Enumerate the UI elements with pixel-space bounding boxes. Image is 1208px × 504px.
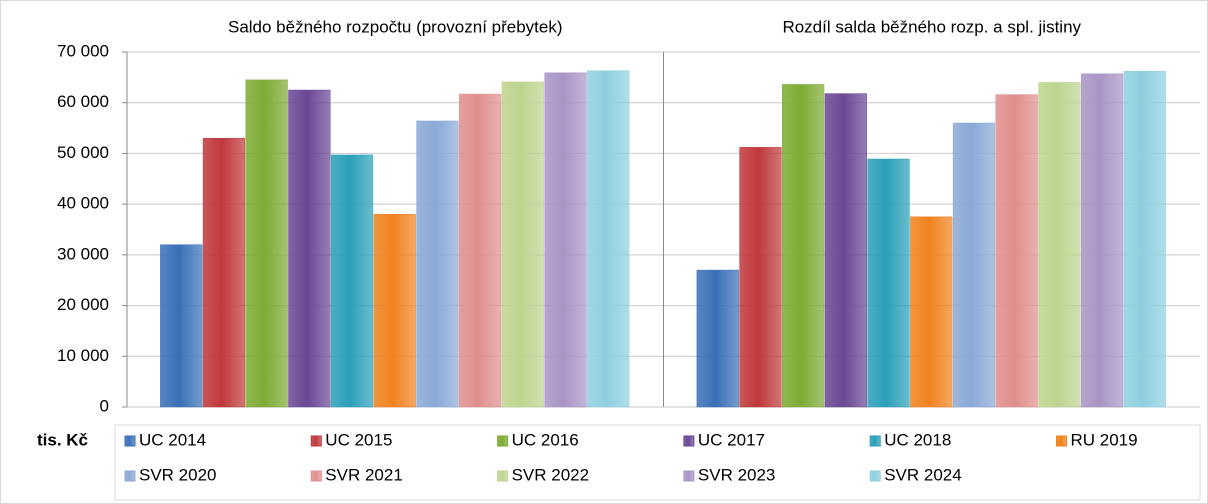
bar <box>288 89 331 408</box>
legend-label: UC 2015 <box>325 430 392 449</box>
y-tick-label: 50 000 <box>57 143 109 162</box>
legend-label: SVR 2022 <box>512 465 589 484</box>
legend-swatch <box>124 435 136 447</box>
bar <box>587 70 630 408</box>
y-tick-label: 0 <box>100 396 109 415</box>
bar <box>416 120 459 408</box>
bar <box>824 93 867 408</box>
legend-swatch <box>869 470 881 482</box>
bar <box>867 158 910 408</box>
legend-label: SVR 2020 <box>139 465 217 484</box>
y-tick-label: 70 000 <box>57 41 109 60</box>
bar <box>330 154 374 408</box>
y-tick-label: 60 000 <box>57 92 109 111</box>
group-title: Saldo běžného rozpočtu (provozní přebyte… <box>228 17 563 36</box>
legend-swatch <box>497 470 509 482</box>
y-axis-label: tis. Kč <box>37 430 88 449</box>
legend-swatch <box>497 435 509 447</box>
bar <box>782 84 825 408</box>
legend-swatch <box>869 435 881 447</box>
bar <box>202 137 246 408</box>
legend-swatch <box>124 470 136 482</box>
legend-swatch <box>1056 435 1067 447</box>
legend-label: UC 2018 <box>884 430 951 449</box>
legend-box <box>114 424 1201 501</box>
group-title: Rozdíl salda běžného rozp. a spl. jistin… <box>782 17 1081 36</box>
bar <box>952 122 996 408</box>
bar <box>995 94 1038 408</box>
bar <box>245 79 288 408</box>
bar <box>1080 73 1124 408</box>
legend-label: SVR 2024 <box>884 465 962 484</box>
legend-label: RU 2019 <box>1071 430 1138 449</box>
legend-label: SVR 2023 <box>698 465 776 484</box>
legend-label: UC 2016 <box>512 430 579 449</box>
bar <box>544 72 587 408</box>
legend-swatch <box>310 435 322 447</box>
y-tick-label: 10 000 <box>57 346 109 365</box>
bar <box>373 214 416 408</box>
legend-label: UC 2014 <box>139 430 206 449</box>
legend-swatch <box>683 470 695 482</box>
bar <box>160 244 203 408</box>
bar <box>910 216 953 408</box>
bar <box>739 147 782 408</box>
y-tick-label: 30 000 <box>57 244 109 263</box>
y-tick-label: 20 000 <box>57 295 109 314</box>
legend-swatch <box>310 470 322 482</box>
bar <box>501 81 544 408</box>
legend-label: SVR 2021 <box>325 465 403 484</box>
bar <box>1038 82 1081 408</box>
bar <box>696 269 739 408</box>
legend-label: UC 2017 <box>698 430 765 449</box>
bar <box>1123 71 1166 408</box>
y-tick-label: 40 000 <box>57 194 109 213</box>
bar <box>459 93 502 408</box>
legend-swatch <box>683 435 695 447</box>
